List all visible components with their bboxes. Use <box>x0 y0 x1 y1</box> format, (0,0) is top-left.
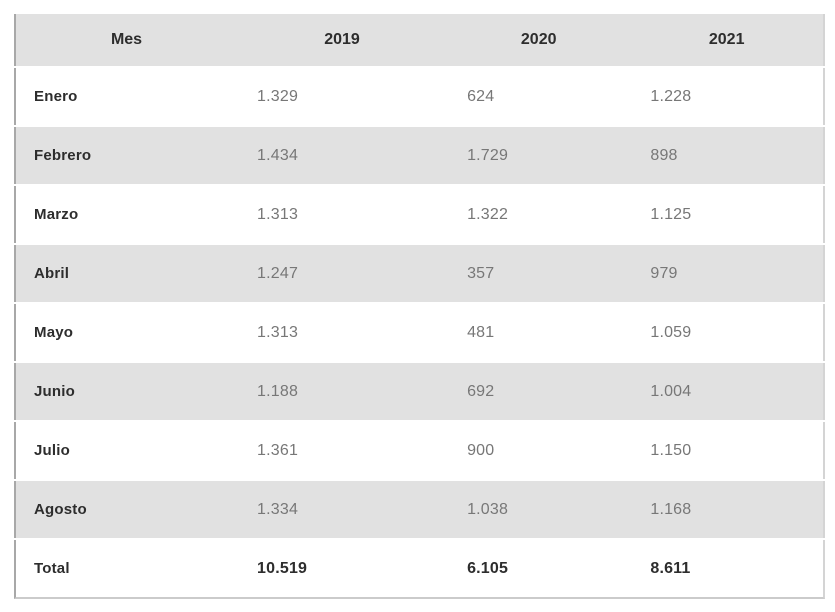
value-cell: 6.105 <box>447 540 631 599</box>
column-header-2019: 2019 <box>237 14 448 66</box>
table-body: Enero 1.329 624 1.228 Febrero 1.434 1.729 898 Ma… <box>14 68 825 599</box>
value-cell: 1.038 <box>447 481 631 538</box>
value-cell: 624 <box>447 68 631 125</box>
value-cell: 1.334 <box>237 481 448 538</box>
header-row: Mes 2019 2020 2021 <box>14 14 825 66</box>
month-cell: Marzo <box>14 186 238 243</box>
column-header-2021: 2021 <box>630 14 825 66</box>
value-cell: 1.125 <box>630 186 825 243</box>
value-cell: 1.150 <box>630 422 825 479</box>
total-row: Total 10.519 6.105 8.611 <box>14 540 825 599</box>
value-cell: 1.322 <box>447 186 631 243</box>
value-cell: 8.611 <box>630 540 825 599</box>
value-cell: 900 <box>447 422 631 479</box>
total-label-cell: Total <box>14 540 238 599</box>
value-cell: 357 <box>447 245 631 302</box>
table-row: Abril 1.247 357 979 <box>14 245 825 302</box>
table-row: Junio 1.188 692 1.004 <box>14 363 825 420</box>
value-cell: 1.004 <box>630 363 825 420</box>
value-cell: 1.329 <box>237 68 448 125</box>
month-cell: Mayo <box>14 304 238 361</box>
table-row: Marzo 1.313 1.322 1.125 <box>14 186 825 243</box>
month-cell: Julio <box>14 422 238 479</box>
table-row: Agosto 1.334 1.038 1.168 <box>14 481 825 538</box>
value-cell: 10.519 <box>237 540 448 599</box>
value-cell: 1.313 <box>237 186 448 243</box>
column-header-mes: Mes <box>14 14 238 66</box>
value-cell: 1.168 <box>630 481 825 538</box>
value-cell: 1.434 <box>237 127 448 184</box>
value-cell: 1.361 <box>237 422 448 479</box>
value-cell: 898 <box>630 127 825 184</box>
value-cell: 692 <box>447 363 631 420</box>
table-row: Enero 1.329 624 1.228 <box>14 68 825 125</box>
value-cell: 979 <box>630 245 825 302</box>
column-header-2020: 2020 <box>447 14 631 66</box>
value-cell: 1.188 <box>237 363 448 420</box>
value-cell: 1.059 <box>630 304 825 361</box>
monthly-data-table: Mes 2019 2020 2021 Enero 1.329 624 1.228 Feb… <box>14 12 825 601</box>
month-cell: Agosto <box>14 481 238 538</box>
month-cell: Junio <box>14 363 238 420</box>
value-cell: 1.247 <box>237 245 448 302</box>
table-row: Julio 1.361 900 1.150 <box>14 422 825 479</box>
month-cell: Enero <box>14 68 238 125</box>
table-row: Febrero 1.434 1.729 898 <box>14 127 825 184</box>
value-cell: 1.729 <box>447 127 631 184</box>
table-row: Mayo 1.313 481 1.059 <box>14 304 825 361</box>
month-cell: Febrero <box>14 127 238 184</box>
table-header: Mes 2019 2020 2021 <box>14 14 825 66</box>
value-cell: 1.313 <box>237 304 448 361</box>
value-cell: 1.228 <box>630 68 825 125</box>
value-cell: 481 <box>447 304 631 361</box>
month-cell: Abril <box>14 245 238 302</box>
